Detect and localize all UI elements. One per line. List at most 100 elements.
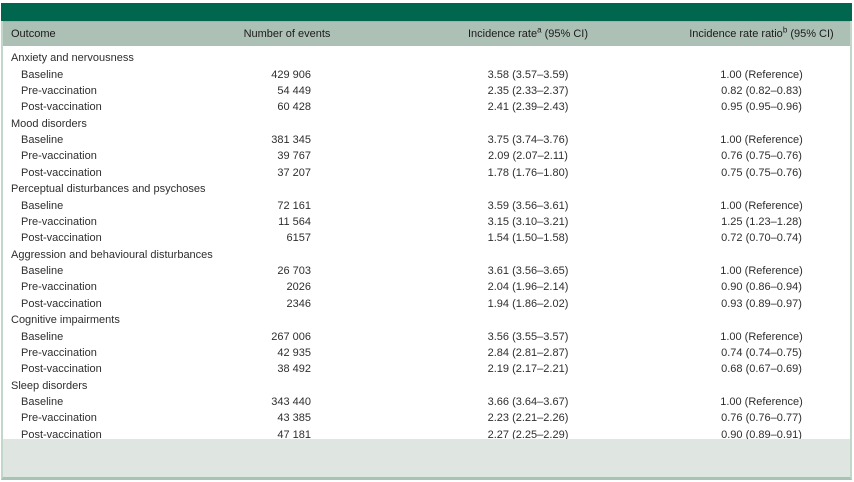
outcome-cell: Baseline [21,68,64,81]
outcome-cell: Pre-vaccination [21,412,97,425]
table-row: Pre-vaccination 42 935 2.84 (2.81–2.87) … [3,345,850,361]
events-cell: 343 440 [271,396,311,409]
group-label: Cognitive impairments [11,314,120,327]
outcome-cell: Baseline [21,330,64,343]
rate-cell: 2.23 (2.21–2.26) [487,412,569,425]
rate-cell: 3.58 (3.57–3.59) [487,68,569,81]
table-footer-strip [3,439,850,477]
rate-cell: 2.41 (2.39–2.43) [487,101,569,114]
group-row-sleep: Sleep disorders [3,378,850,394]
ratio-cell: 0.75 (0.75–0.76) [721,166,802,179]
rate-cell: 1.94 (1.86–2.02) [487,297,569,310]
ratio-cell: 1.00 (Reference) [720,199,803,212]
column-header-number-of-events: Number of events [231,21,343,46]
table-row: Post-vaccination 38 492 2.19 (2.17–2.21)… [3,361,850,377]
table-row: Post-vaccination 37 207 1.78 (1.76–1.80)… [3,165,850,181]
ratio-cell: 1.00 (Reference) [720,396,803,409]
group-row-mood: Mood disorders [3,116,850,132]
rate-cell: 2.19 (2.17–2.21) [487,363,569,376]
outcome-cell: Baseline [21,199,64,212]
group-label: Aggression and behavioural disturbances [11,248,213,261]
events-cell: 47 181 [277,428,311,441]
column-header-incidence-rate: Incidence ratea (95% CI) [343,21,673,46]
outcome-cell: Baseline [21,134,64,147]
rate-cell: 3.75 (3.74–3.76) [487,134,569,147]
ratio-cell: 0.76 (0.75–0.76) [721,150,802,163]
events-cell: 54 449 [277,84,311,97]
rate-cell: 3.56 (3.55–3.57) [487,330,569,343]
ratio-cell: 0.90 (0.89–0.91) [721,428,802,441]
events-cell: 429 906 [271,68,311,81]
events-cell: 267 006 [271,330,311,343]
events-cell: 2346 [286,297,311,310]
outcome-cell: Post-vaccination [21,101,102,114]
ratio-cell: 1.00 (Reference) [720,68,803,81]
table-row: Post-vaccination 60 428 2.41 (2.39–2.43)… [3,99,850,115]
table-row: Post-vaccination 47 181 2.27 (2.25–2.29)… [3,427,850,443]
ratio-cell: 0.74 (0.74–0.75) [721,346,802,359]
table-row: Pre-vaccination 43 385 2.23 (2.21–2.26) … [3,410,850,426]
rate-cell: 3.66 (3.64–3.67) [487,396,569,409]
table-frame: Outcome Number of events Incidence ratea… [1,21,852,480]
ratio-cell: 1.00 (Reference) [720,265,803,278]
rate-cell: 2.09 (2.07–2.11) [488,150,568,163]
incidence-rate-ci-label: (95% CI) [541,28,589,40]
footnote-marker-b: b [782,25,788,35]
table-row: Baseline 267 006 3.56 (3.55–3.57) 1.00 (… [3,328,850,344]
outcome-cell: Pre-vaccination [21,150,97,163]
rate-cell: 2.35 (2.33–2.37) [487,84,569,97]
rate-cell: 3.61 (3.56–3.65) [487,265,569,278]
rate-cell: 1.54 (1.50–1.58) [487,232,569,245]
table-header-row: Outcome Number of events Incidence ratea… [3,21,850,46]
events-cell: 38 492 [277,363,311,376]
group-row-anxiety: Anxiety and nervousness [3,46,850,66]
events-cell: 381 345 [271,134,311,147]
table-row: Pre-vaccination 39 767 2.09 (2.07–2.11) … [3,148,850,164]
rate-cell: 3.59 (3.56–3.61) [487,199,569,212]
footnote-marker-a: a [537,25,542,35]
table-row: Baseline 72 161 3.59 (3.56–3.61) 1.00 (R… [3,197,850,213]
incidence-rate-label: Incidence rate [467,28,538,40]
table-row: Post-vaccination 6157 1.54 (1.50–1.58) 0… [3,230,850,246]
events-cell: 43 385 [277,412,311,425]
ratio-cell: 0.76 (0.76–0.77) [721,412,802,425]
column-header-outcome: Outcome [3,21,231,46]
table-top-accent-bar [1,3,852,21]
events-cell: 2026 [286,281,311,294]
group-label: Sleep disorders [11,379,88,392]
ratio-cell: 1.00 (Reference) [720,330,803,343]
events-cell: 26 703 [277,265,311,278]
events-cell: 39 767 [277,150,311,163]
table-row: Baseline 429 906 3.58 (3.57–3.59) 1.00 (… [3,66,850,82]
group-label: Mood disorders [11,117,87,130]
incidence-rate-ratio-ci-label: (95% CI) [787,28,834,40]
outcome-cell: Pre-vaccination [21,346,97,359]
events-cell: 37 207 [277,166,311,179]
ratio-cell: 0.82 (0.82–0.83) [721,84,802,97]
group-row-aggression: Aggression and behavioural disturbances [3,247,850,263]
rate-cell: 1.78 (1.76–1.80) [487,166,569,179]
outcome-cell: Post-vaccination [21,166,102,179]
rate-cell: 2.27 (2.25–2.29) [487,428,569,441]
group-row-cognitive: Cognitive impairments [3,312,850,328]
events-cell: 6157 [286,232,311,245]
ratio-cell: 0.68 (0.67–0.69) [721,363,802,376]
ratio-cell: 1.00 (Reference) [720,134,803,147]
table-row: Baseline 26 703 3.61 (3.56–3.65) 1.00 (R… [3,263,850,279]
group-label: Perceptual disturbances and psychoses [11,183,206,196]
outcome-cell: Post-vaccination [21,297,102,310]
events-cell: 72 161 [277,199,311,212]
ratio-cell: 0.90 (0.86–0.94) [721,281,802,294]
outcome-cell: Post-vaccination [21,363,102,376]
ratio-cell: 0.93 (0.89–0.97) [721,297,802,310]
ratio-cell: 1.25 (1.23–1.28) [721,215,802,228]
incidence-rate-ratio-label: Incidence rate ratio [689,28,783,40]
table-row: Baseline 381 345 3.75 (3.74–3.76) 1.00 (… [3,132,850,148]
outcome-cell: Pre-vaccination [21,215,97,228]
rate-cell: 2.04 (1.96–2.14) [487,281,569,294]
events-cell: 11 564 [278,215,311,228]
outcome-cell: Baseline [21,265,64,278]
table-row: Pre-vaccination 2026 2.04 (1.96–2.14) 0.… [3,279,850,295]
table-row: Baseline 343 440 3.66 (3.64–3.67) 1.00 (… [3,394,850,410]
